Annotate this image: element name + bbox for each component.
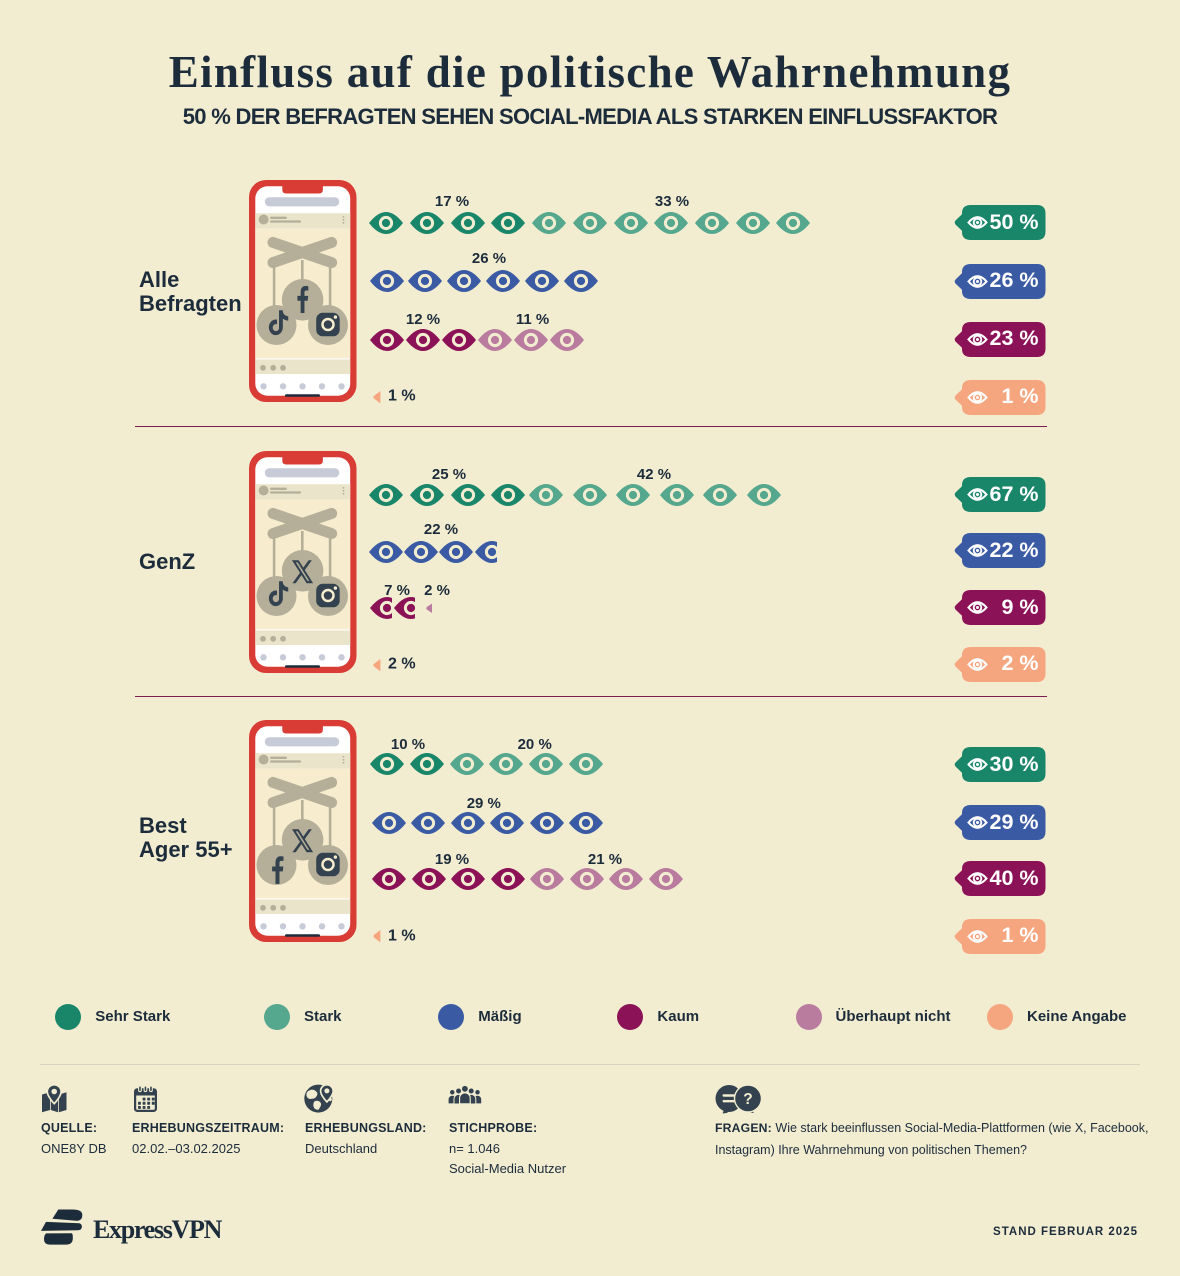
- svg-text:?: ?: [743, 1091, 752, 1108]
